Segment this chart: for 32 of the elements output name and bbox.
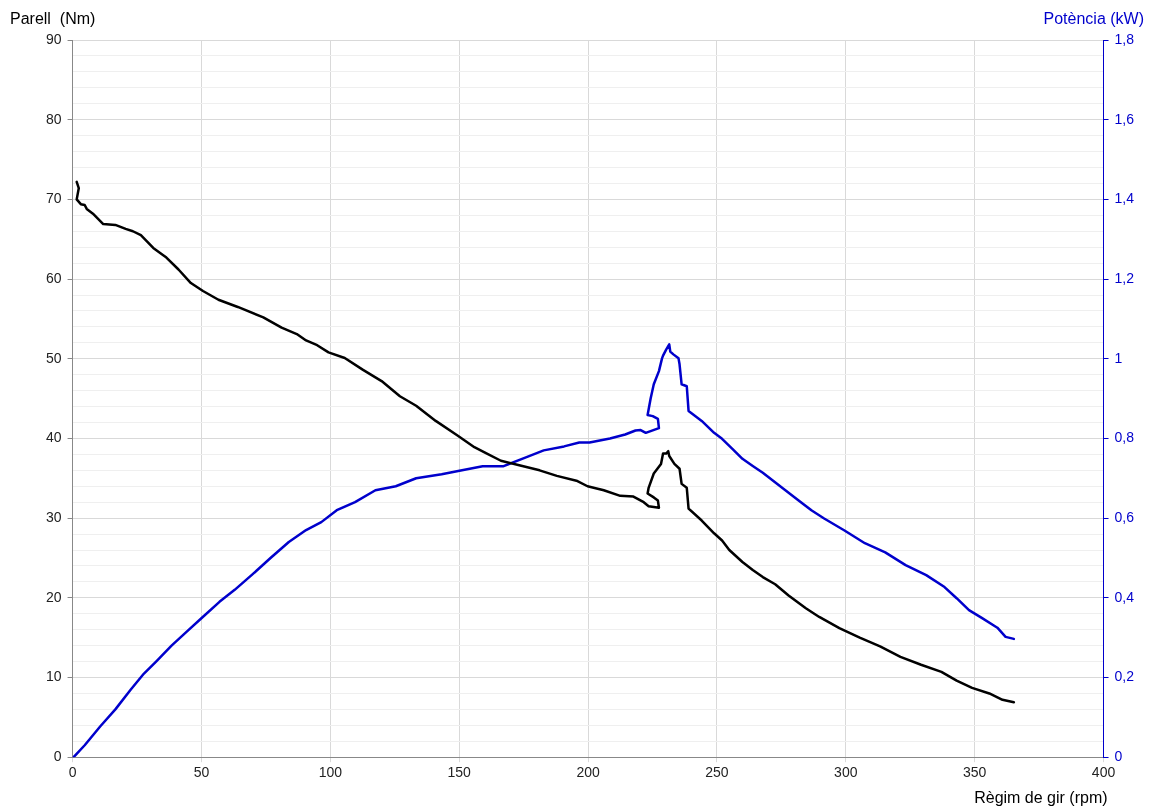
x-tick-label: 100	[318, 764, 343, 781]
y2-tick-label: 0,2	[1114, 668, 1135, 685]
x-tick-label: 200	[576, 764, 600, 781]
y2-tick-label: 0,6	[1114, 508, 1135, 525]
x-tick-label: 0	[68, 764, 77, 781]
x-tick-label: 400	[1091, 764, 1116, 781]
y-tick-label: 60	[45, 269, 62, 286]
y-tick-label: 0	[53, 748, 62, 765]
y2-tick-label: 0,4	[1114, 588, 1135, 605]
x-tick-label: 150	[447, 764, 472, 781]
x-tick-label: 250	[705, 764, 729, 781]
y-tick-label: 90	[45, 30, 62, 47]
y-tick-label: 70	[45, 190, 62, 207]
y2-tick-label: 1,6	[1114, 110, 1135, 127]
y2-tick-label: 1,2	[1114, 269, 1135, 286]
x-tick-label: 300	[834, 764, 858, 781]
y2-tick-label: 1,4	[1114, 190, 1135, 207]
y-tick-label: 40	[45, 429, 62, 446]
y2-tick-label: 0,8	[1114, 429, 1135, 446]
y-tick-label: 50	[45, 349, 62, 366]
y-tick-label: 30	[45, 508, 62, 525]
y-tick-label: 80	[45, 110, 62, 127]
y2-tick-label: 1,8	[1114, 30, 1135, 47]
y-tick-label: 20	[45, 588, 62, 605]
y2-tick-label: 1	[1114, 349, 1123, 366]
x-tick-label: 50	[193, 764, 210, 781]
y-tick-label: 10	[45, 668, 62, 685]
y2-tick-label: 0	[1114, 748, 1123, 765]
x-axis-title: Règim de gir (rpm)	[974, 789, 1108, 807]
y2-axis-title: Potència (kW)	[1043, 10, 1144, 28]
x-tick-label: 350	[962, 764, 987, 781]
y-axis-title: Parell (Nm)	[10, 10, 96, 28]
